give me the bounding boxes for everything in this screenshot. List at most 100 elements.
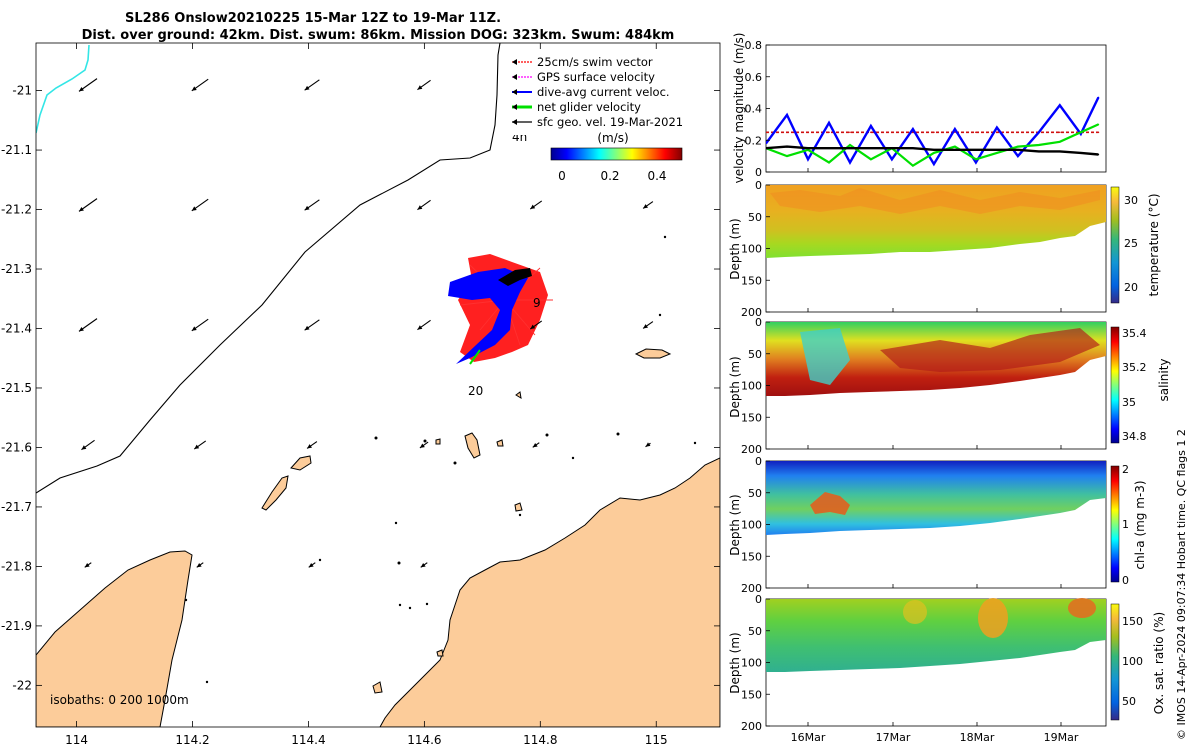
chla-cb-tick-2: 2 [1122, 463, 1129, 476]
map-ytick-label: -21.3 [1, 262, 32, 276]
dive-avg-vectors [448, 268, 528, 364]
velocity-point [975, 131, 977, 134]
velocity-point [975, 149, 977, 151]
colorbar-gradient [550, 147, 683, 161]
velocity-point [891, 131, 893, 134]
legend-label-sfcgeo: sfc geo. vel. 19-Mar-2021 [537, 115, 683, 129]
velocity-point [912, 147, 914, 149]
depth-tick-label: 50 [748, 348, 762, 361]
sfc-geo-arrowhead [645, 442, 651, 447]
velocity-point [975, 161, 977, 164]
legend-label-net: net glider velocity [537, 100, 641, 114]
right-landmass [379, 457, 720, 727]
island [290, 455, 312, 471]
map-ytick-label: -21.4 [1, 321, 32, 335]
velocity-point [786, 155, 788, 157]
map-xtick-label: 115 [645, 733, 668, 747]
sfc-geo-arrowhead [307, 444, 313, 449]
date-tick-label: 19Mar [1044, 731, 1079, 744]
depth-tick-label: 200 [741, 306, 762, 319]
island [464, 432, 481, 459]
velocity-point [849, 161, 851, 164]
sfc-geo-arrowhead [304, 205, 310, 211]
map-ytick-label: -21.5 [1, 381, 32, 395]
early-glider-track [36, 44, 90, 134]
sfc-geo-arrowhead [78, 327, 84, 332]
sfc-geo-arrowhead [417, 205, 423, 210]
velocity-point [807, 158, 809, 161]
legend-arrowheads [512, 59, 517, 125]
velocity-point [849, 131, 851, 134]
depth-tick-label: 150 [741, 688, 762, 701]
map-ytick-label: -21.9 [1, 619, 32, 633]
colorbar-units: (m/s) [597, 131, 628, 145]
oxygen-cblabel: Ox. sat. ratio (%) [1152, 612, 1166, 714]
velocity-ytick-label: 0.4 [745, 103, 763, 116]
velocity-ylabel: velocity magnitude (m/s) [732, 33, 746, 184]
sfc-geo-arrowhead [643, 204, 649, 209]
velocity-axis-ticks: 0 0.2 0.4 0.6 0.8 [745, 39, 770, 179]
island [372, 681, 383, 694]
velocity-point [954, 149, 956, 151]
velocity-point [891, 147, 893, 149]
sfc-geo-arrowhead [191, 86, 197, 91]
velocity-point [996, 131, 998, 134]
salinity-colorbar [1110, 326, 1120, 444]
island [436, 649, 444, 657]
colorbar-tick-0-4: 0.4 [647, 169, 666, 183]
velocity-point [870, 125, 872, 127]
velocity-point [933, 149, 935, 151]
velocity-point [786, 114, 788, 116]
depth-tick-label: 50 [748, 625, 762, 638]
depth-tick-label: 150 [741, 274, 762, 287]
map-xtick-label: 114.2 [175, 733, 209, 747]
island [496, 439, 504, 447]
velocity-point [891, 158, 893, 161]
depth-tick-label: 150 [741, 411, 762, 424]
chla-cb-tick-0: 0 [1122, 574, 1129, 587]
map-xtick-label: 114 [65, 733, 88, 747]
salinity-panel: Depth (m) 35.4 35.2 35 34.8 salinity [728, 321, 1171, 450]
temperature-panel: Depth (m) 30 25 20 temperature (°C) [728, 184, 1161, 313]
salinity-cb-tick-35-4: 35.4 [1122, 327, 1147, 340]
depth-tick-label: 0 [755, 593, 762, 606]
colorbar-tick-0-2: 0.2 [600, 169, 619, 183]
sfc-geo-arrowhead [419, 443, 425, 448]
legend-label-diveavg: dive-avg current veloc. [537, 85, 670, 99]
time-label-9: 9 [533, 296, 541, 310]
sfc-geo-arrowhead [78, 207, 84, 212]
depth-tick-label: 100 [741, 657, 762, 670]
map-frame [35, 42, 721, 728]
velocity-point [954, 128, 956, 130]
depth-tick-label: 0 [755, 455, 762, 468]
oxygen-ylabel: Depth (m) [728, 632, 742, 693]
chla-colorbar [1110, 465, 1120, 583]
velocity-point [849, 147, 851, 149]
velocity-point [786, 131, 788, 134]
depth-tick-label: 50 [748, 487, 762, 500]
section-axis-ticks: 0501001502000501001502000501001502000501… [741, 168, 1079, 744]
sfc-geo-arrowhead [194, 444, 200, 450]
oxygen-cb-tick-100: 100 [1122, 655, 1143, 668]
salinity-salty-patch [880, 328, 1100, 372]
velocity-point [954, 145, 956, 148]
chla-ylabel: Depth (m) [728, 494, 742, 555]
speed-colorbar: (m/s) 0 0.2 0.4 [550, 131, 683, 183]
oxygen-high-patch [1068, 598, 1096, 618]
map-panel: 4h 9 20 114 114.2 114.4 114.6 114.8 115 -21 -21… [1, 42, 721, 747]
map-ytick-label: -21.7 [1, 500, 32, 514]
velocity-point [1017, 145, 1019, 148]
map-xtick-label: 114.6 [407, 733, 441, 747]
temperature-warm-layer [770, 188, 1100, 214]
sfc-geo-arrowhead [530, 324, 536, 330]
map-content: 4h 9 20 [36, 43, 720, 727]
map-ytick-label: -21.1 [1, 143, 32, 157]
map-axes: 114 114.2 114.4 114.6 114.8 115 -21 -21.1 -21.2 -… [1, 43, 720, 747]
map-legend: 25cm/s swim vector GPS surface velocity … [507, 53, 693, 135]
sfc-geo-arrowhead [191, 326, 197, 331]
temperature-cb-tick-30: 30 [1124, 194, 1138, 207]
map-ytick-label: -21 [12, 84, 32, 98]
island [261, 475, 289, 511]
salinity-fresh-patch [800, 328, 850, 385]
velocity-point [828, 131, 830, 134]
